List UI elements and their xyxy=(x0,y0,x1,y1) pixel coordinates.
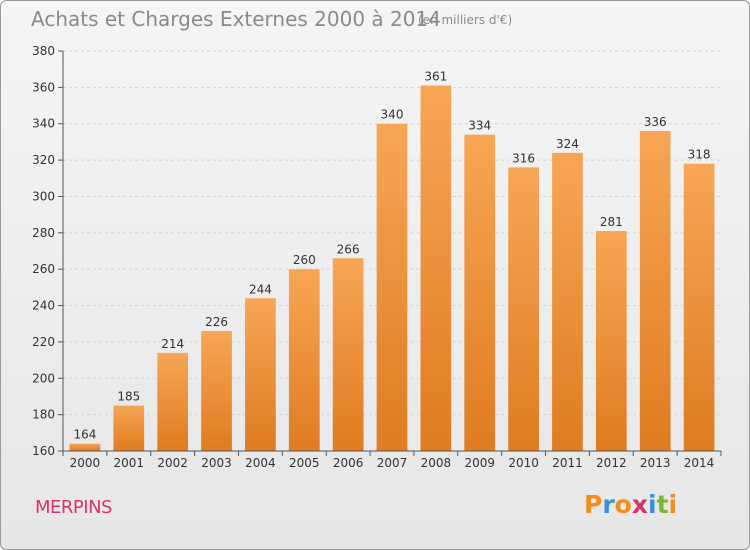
chart-subtitle: (en milliers d'€) xyxy=(418,13,513,27)
y-tick-label: 360 xyxy=(32,80,55,94)
data-label: 226 xyxy=(205,315,228,329)
labels-layer: 164 185 214 226 244 260 266 340 361 334 316 324 281 3… xyxy=(73,70,710,442)
y-tick-label: 300 xyxy=(32,189,55,203)
data-label: 318 xyxy=(688,148,711,162)
data-label: 324 xyxy=(556,137,579,151)
bar xyxy=(69,443,101,451)
bar xyxy=(508,167,539,451)
x-tick-label: 2002 xyxy=(157,456,188,470)
axis-layer: 160 180 200 220 240 260 280 300 320 340 360 380 2000… xyxy=(32,44,722,470)
data-label: 185 xyxy=(117,390,140,404)
x-tick-label: 2007 xyxy=(377,456,408,470)
data-label: 260 xyxy=(293,253,316,267)
x-tick-label: 2009 xyxy=(464,456,495,470)
bar xyxy=(595,231,627,451)
y-tick-label: 220 xyxy=(32,335,55,349)
bar xyxy=(376,123,408,452)
bar xyxy=(683,163,715,451)
x-tick-label: 2005 xyxy=(289,456,320,470)
data-label: 316 xyxy=(512,151,535,165)
bar xyxy=(332,258,364,451)
bar xyxy=(245,298,276,451)
data-label: 244 xyxy=(249,282,272,296)
logo-letter: o xyxy=(614,490,632,519)
bar xyxy=(639,131,671,451)
bar xyxy=(113,405,145,451)
y-tick-label: 380 xyxy=(32,44,55,58)
y-tick-label: 180 xyxy=(32,408,55,422)
x-tick-label: 2013 xyxy=(640,456,671,470)
x-tick-label: 2012 xyxy=(596,456,627,470)
logo-letter: t xyxy=(656,490,669,519)
x-tick-label: 2006 xyxy=(333,456,364,470)
chart-title: Achats et Charges Externes 2000 à 2014 xyxy=(31,7,441,31)
x-tick-label: 2010 xyxy=(508,456,539,470)
data-label: 266 xyxy=(337,242,360,256)
proxiti-logo[interactable]: Proxiti xyxy=(584,490,677,519)
y-tick-label: 160 xyxy=(32,444,55,458)
logo-letter: i xyxy=(648,490,657,519)
x-tick-label: 2001 xyxy=(114,456,145,470)
bar xyxy=(464,134,496,452)
y-tick-label: 320 xyxy=(32,153,55,167)
data-label: 361 xyxy=(424,70,447,84)
x-tick-label: 2003 xyxy=(201,456,232,470)
y-tick-label: 240 xyxy=(32,299,55,313)
logo-letter: r xyxy=(602,490,615,519)
data-label: 334 xyxy=(468,119,491,133)
logo-letter: P xyxy=(584,490,603,519)
data-label: 281 xyxy=(600,215,623,229)
x-tick-label: 2014 xyxy=(684,456,715,470)
logo-letter: i xyxy=(668,490,678,519)
data-label: 340 xyxy=(381,108,404,122)
logo-letter: x xyxy=(631,490,648,519)
data-label: 164 xyxy=(73,428,96,442)
bar xyxy=(157,352,189,451)
x-tick-label: 2011 xyxy=(552,456,583,470)
bar xyxy=(288,269,320,451)
data-label: 214 xyxy=(161,337,184,351)
y-tick-label: 280 xyxy=(32,226,55,240)
bar xyxy=(201,331,232,451)
commune-name: MERPINS xyxy=(35,497,112,518)
x-tick-label: 2008 xyxy=(421,456,452,470)
y-tick-label: 260 xyxy=(32,262,55,276)
bar xyxy=(552,152,583,451)
bars-layer xyxy=(69,85,715,452)
x-tick-label: 2000 xyxy=(70,456,101,470)
bar xyxy=(420,85,452,451)
data-label: 336 xyxy=(644,115,667,129)
x-tick-label: 2004 xyxy=(245,456,276,470)
y-tick-label: 200 xyxy=(32,371,55,385)
y-tick-label: 340 xyxy=(32,117,55,131)
